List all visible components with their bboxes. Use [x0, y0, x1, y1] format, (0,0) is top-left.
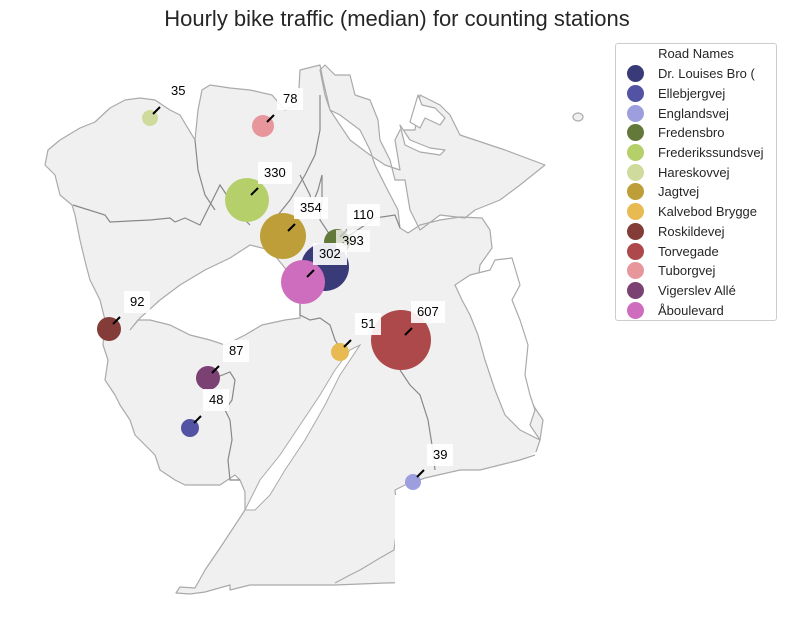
- legend-label: Torvegade: [658, 243, 719, 259]
- legend: Road Names Dr. Louises Bro ( Ellebjergve…: [615, 43, 777, 321]
- legend-swatch-icon: [627, 144, 644, 162]
- legend-label: Fredensbro: [658, 125, 725, 141]
- legend-label: Åboulevard: [658, 302, 724, 318]
- legend-item-torvegade[interactable]: Torvegade: [616, 241, 776, 261]
- value-label-vigerslev-alle: 87: [223, 340, 250, 362]
- bubble-jagtvej[interactable]: [260, 213, 306, 259]
- legend-item-vigerslev-alle[interactable]: Vigerslev Allé: [616, 281, 776, 301]
- value-label-torvegade: 607: [411, 301, 445, 323]
- value-label-aboulevard: 302: [313, 243, 347, 265]
- legend-item-jagtvej[interactable]: Jagtvej: [616, 182, 776, 202]
- bubble-vigerslev-alle[interactable]: [196, 365, 220, 390]
- legend-swatch-icon: [627, 85, 644, 103]
- legend-item-dr-louises-bro[interactable]: Dr. Louises Bro (: [616, 64, 776, 84]
- legend-item-hareskovvej[interactable]: Hareskovvej: [616, 162, 776, 182]
- legend-swatch-icon: [627, 262, 644, 280]
- legend-swatch-icon: [627, 104, 644, 122]
- legend-swatch-icon: [627, 65, 644, 83]
- map-land: [44, 64, 584, 595]
- legend-swatch-icon: [627, 203, 644, 221]
- value-label-dr-louises-bro: 393: [336, 230, 370, 252]
- legend-swatch-icon: [627, 242, 644, 260]
- bubble-kalvebod-brygge[interactable]: [331, 339, 352, 361]
- legend-label: Dr. Louises Bro (: [658, 66, 755, 82]
- value-label-tuborgvej: 78: [277, 88, 304, 110]
- legend-label: Frederikssundsvej: [658, 145, 764, 161]
- legend-label: Roskildevej: [658, 223, 725, 239]
- legend-label: Hareskovvej: [658, 164, 730, 180]
- legend-label: Vigerslev Allé: [658, 282, 736, 298]
- value-label-fredensbro: 110: [347, 204, 380, 226]
- legend-label: Tuborgvej: [658, 263, 716, 279]
- map-gap-southwest: [244, 343, 362, 511]
- legend-swatch-icon: [627, 163, 644, 181]
- value-label-roskildevej: 92: [124, 291, 151, 313]
- legend-swatch-icon: [627, 183, 644, 201]
- legend-item-tuborgvej[interactable]: Tuborgvej: [616, 261, 776, 281]
- value-label-frederikssundsvej: 330: [258, 162, 292, 184]
- legend-item-kalvebod-brygge[interactable]: Kalvebod Brygge: [616, 202, 776, 222]
- value-label-englandsvej: 39: [427, 444, 454, 466]
- legend-title: Road Names: [658, 46, 734, 61]
- map-gap-west: [129, 244, 301, 346]
- legend-item-fredensbro[interactable]: Fredensbro: [616, 123, 776, 143]
- legend-label: Englandsvej: [658, 105, 729, 121]
- value-label-ellebjergvej: 48: [203, 389, 230, 411]
- value-label-kalvebod-brygge: 51: [355, 313, 382, 335]
- bubble-tuborgvej[interactable]: [252, 114, 275, 137]
- bubble-aboulevard[interactable]: [281, 260, 325, 304]
- legend-swatch-icon: [627, 281, 644, 299]
- legend-swatch-icon: [627, 124, 644, 142]
- bubble-englandsvej[interactable]: [405, 469, 425, 490]
- legend-label: Ellebjergvej: [658, 86, 726, 102]
- legend-swatch-icon: [627, 222, 644, 240]
- legend-item-aboulevard[interactable]: Åboulevard: [616, 300, 776, 320]
- bubble-ellebjergvej[interactable]: [181, 415, 202, 437]
- bubble-torvegade[interactable]: [371, 310, 431, 370]
- bubble-frederikssundsvej[interactable]: [225, 178, 269, 222]
- legend-item-frederikssundsvej[interactable]: Frederikssundsvej: [616, 143, 776, 163]
- value-label-hareskovvej: 35: [165, 80, 192, 102]
- legend-swatch-icon: [627, 301, 644, 319]
- chart-title: Hourly bike traffic (median) for countin…: [164, 6, 630, 31]
- legend-item-englandsvej[interactable]: Englandsvej: [616, 103, 776, 123]
- legend-label: Kalvebod Brygge: [658, 204, 758, 220]
- bubble-hareskovvej[interactable]: [142, 106, 161, 126]
- value-label-jagtvej: 354: [294, 197, 328, 219]
- legend-label: Jagtvej: [658, 184, 700, 200]
- legend-item-ellebjergvej[interactable]: Ellebjergvej: [616, 84, 776, 104]
- bubble-roskildevej[interactable]: [97, 316, 121, 341]
- legend-item-roskildevej[interactable]: Roskildevej: [616, 222, 776, 242]
